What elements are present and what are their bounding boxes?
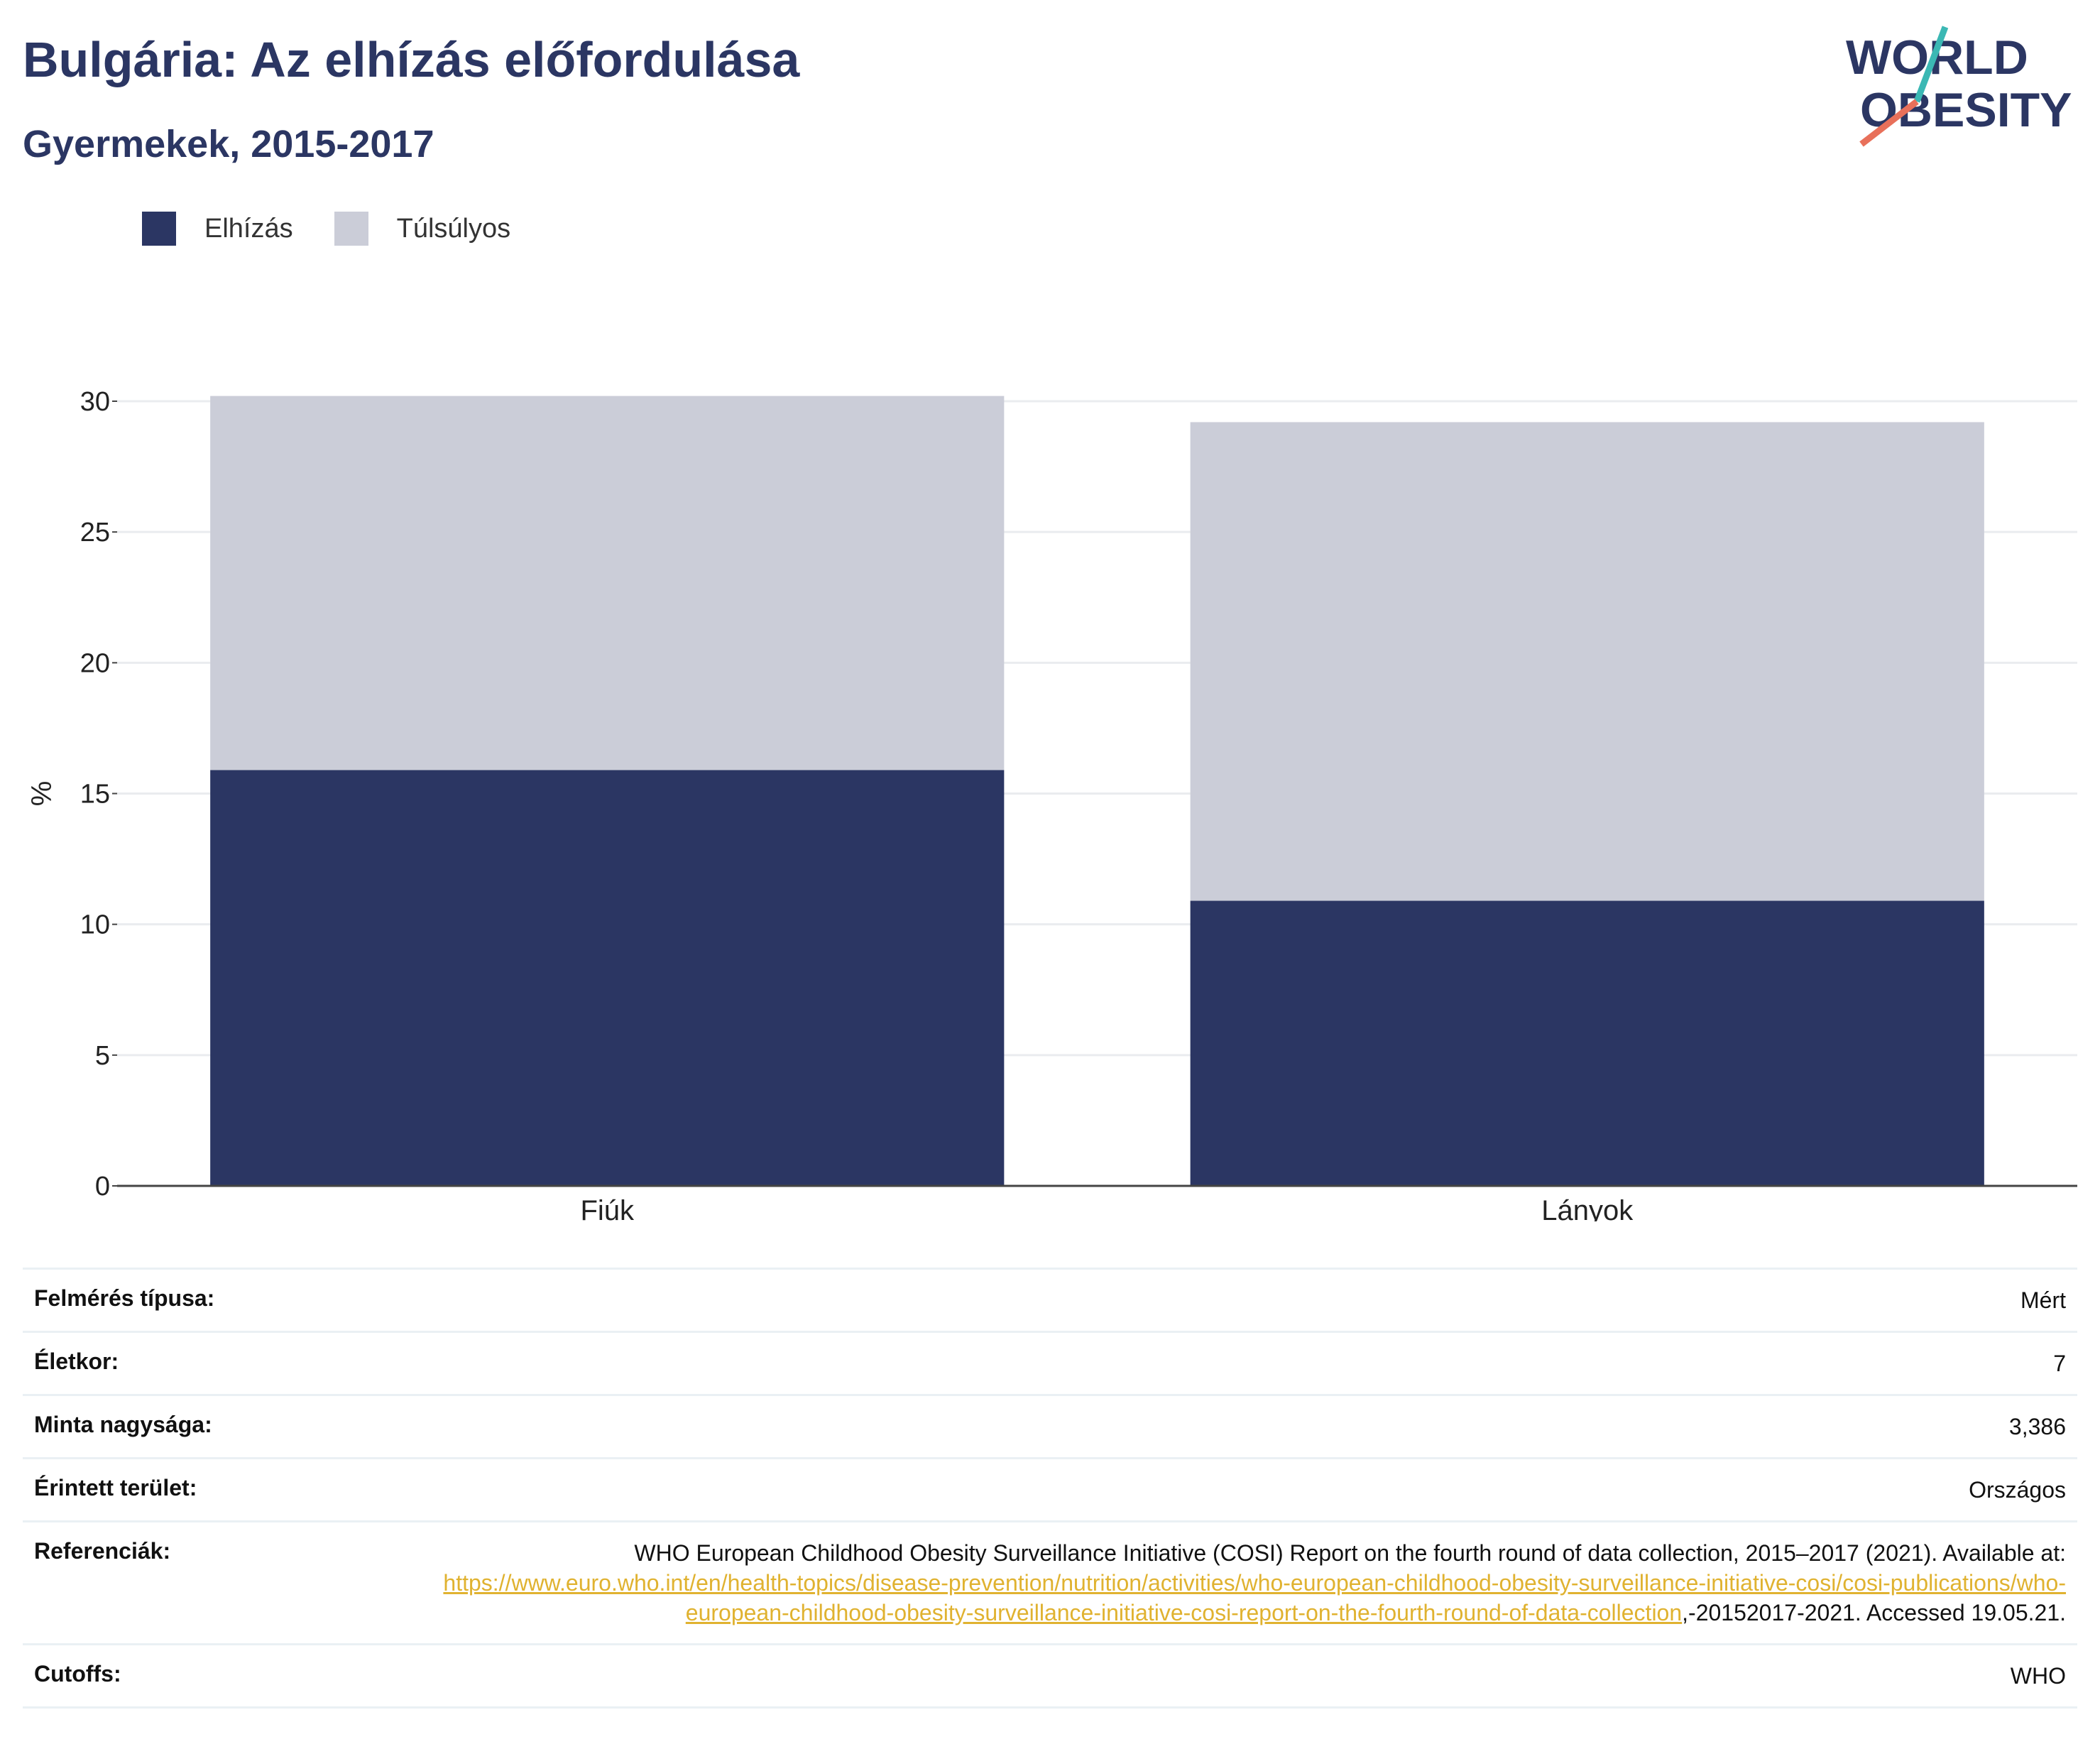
- y-tick-label: 5: [95, 1041, 110, 1071]
- info-row-age: Életkor: 7: [23, 1331, 2077, 1395]
- y-tick-label: 30: [80, 387, 110, 417]
- legend-swatch-obesity: [142, 212, 176, 246]
- logo-slash-teal: [1913, 26, 1949, 103]
- y-tick-label: 10: [80, 910, 110, 940]
- info-value: Országos: [344, 1457, 2077, 1522]
- bar-overweight: [210, 396, 1005, 770]
- stacked-bar-chart: 0 5 10 15 20 25 30% Fiúk Lányok: [26, 387, 2077, 1221]
- legend-swatch-overweight: [334, 212, 368, 246]
- logo-slash-red: [1859, 99, 1919, 147]
- info-value-references: WHO European Childhood Obesity Surveilla…: [344, 1520, 2077, 1645]
- reference-text-after: ,-20152017-2021. Accessed 19.05.21.: [1682, 1600, 2066, 1625]
- logo-line2: OBESITY: [1860, 83, 2072, 137]
- y-tick-label: 20: [80, 648, 110, 678]
- y-axis-label: %: [26, 781, 58, 807]
- legend-item-obesity: Elhízás: [142, 212, 293, 246]
- chart-legend: Elhízás Túlsúlyos: [142, 212, 552, 246]
- info-row-references: Referenciák: WHO European Childhood Obes…: [23, 1520, 2077, 1645]
- info-table: Felmérés típusa: Mért Életkor: 7 Minta n…: [23, 1268, 2077, 1709]
- info-label: Érintett terület:: [23, 1457, 344, 1522]
- info-label: Felmérés típusa:: [23, 1268, 344, 1332]
- info-value: Mért: [344, 1268, 2077, 1332]
- legend-item-overweight: Túlsúlyos: [334, 212, 511, 246]
- y-tick-label: 0: [95, 1172, 110, 1202]
- info-label: Életkor:: [23, 1331, 344, 1395]
- world-obesity-logo: WORLD OBESITY: [1846, 26, 2072, 147]
- info-value: 3,386: [344, 1394, 2077, 1459]
- y-tick-label: 25: [80, 518, 110, 547]
- chart-subtitle: Gyermekek, 2015-2017: [23, 123, 434, 165]
- legend-label-overweight: Túlsúlyos: [396, 213, 511, 244]
- info-row-cutoffs: Cutoffs: WHO: [23, 1643, 2077, 1709]
- reference-text: WHO European Childhood Obesity Surveilla…: [634, 1540, 2066, 1566]
- info-row-survey-type: Felmérés típusa: Mért: [23, 1268, 2077, 1332]
- x-tick-label: Lányok: [1541, 1195, 1634, 1221]
- info-row-sample-size: Minta nagysága: 3,386: [23, 1394, 2077, 1459]
- bar-overweight: [1190, 422, 1984, 901]
- y-tick-label: 15: [80, 780, 110, 810]
- info-label: Referenciák:: [23, 1520, 344, 1645]
- info-row-area: Érintett terület: Országos: [23, 1457, 2077, 1522]
- chart-title: Bulgária: Az elhízás előfordulása: [23, 32, 800, 87]
- x-tick-label: Fiúk: [580, 1195, 635, 1221]
- info-label: Cutoffs:: [23, 1643, 344, 1709]
- bar-obesity: [1190, 900, 1984, 1186]
- info-label: Minta nagysága:: [23, 1394, 344, 1459]
- legend-label-obesity: Elhízás: [204, 213, 293, 244]
- info-value: 7: [344, 1331, 2077, 1395]
- info-value: WHO: [344, 1643, 2077, 1709]
- reference-link[interactable]: https://www.euro.who.int/en/health-topic…: [443, 1570, 2066, 1625]
- bar-obesity: [210, 770, 1005, 1186]
